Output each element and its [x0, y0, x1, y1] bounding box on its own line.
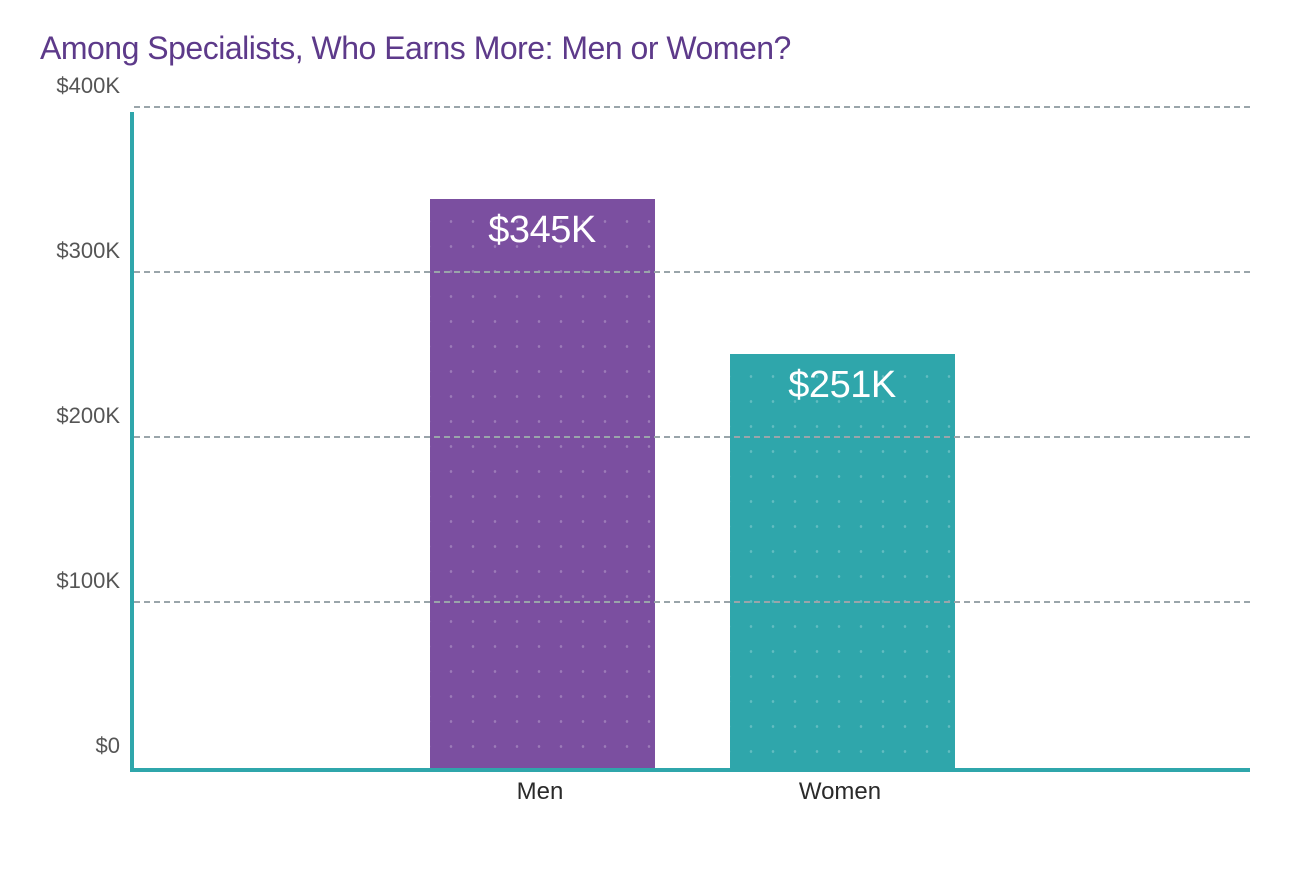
x-label: Women	[728, 772, 953, 807]
bar-group: $251K	[730, 354, 955, 768]
chart-container: Among Specialists, Who Earns More: Men o…	[40, 30, 1250, 848]
bar-value-label: $345K	[430, 209, 655, 252]
y-tick-label: $200K	[56, 403, 120, 429]
bar-group: $345K	[430, 199, 655, 768]
y-tick-label: $300K	[56, 238, 120, 264]
gridline	[134, 106, 1250, 108]
bar-men: $345K	[430, 199, 655, 768]
x-label: Men	[428, 772, 653, 807]
chart-title: Among Specialists, Who Earns More: Men o…	[40, 30, 1250, 67]
bar-value-label: $251K	[730, 364, 955, 407]
y-axis: $0$100K$200K$300K$400K	[50, 112, 130, 807]
gridline	[134, 271, 1250, 273]
y-tick-label: $400K	[56, 73, 120, 99]
gridline	[134, 436, 1250, 438]
y-tick-label: $100K	[56, 568, 120, 594]
y-tick-label: $0	[96, 733, 120, 759]
bar-women: $251K	[730, 354, 955, 768]
gridline	[134, 601, 1250, 603]
x-axis-labels: Men Women	[130, 772, 1250, 807]
bars-container: $345K $251K	[134, 112, 1250, 768]
chart-area: $0$100K$200K$300K$400K $345K$251K MenWom…	[50, 112, 1250, 807]
plot-area: $345K $251K	[130, 112, 1250, 772]
